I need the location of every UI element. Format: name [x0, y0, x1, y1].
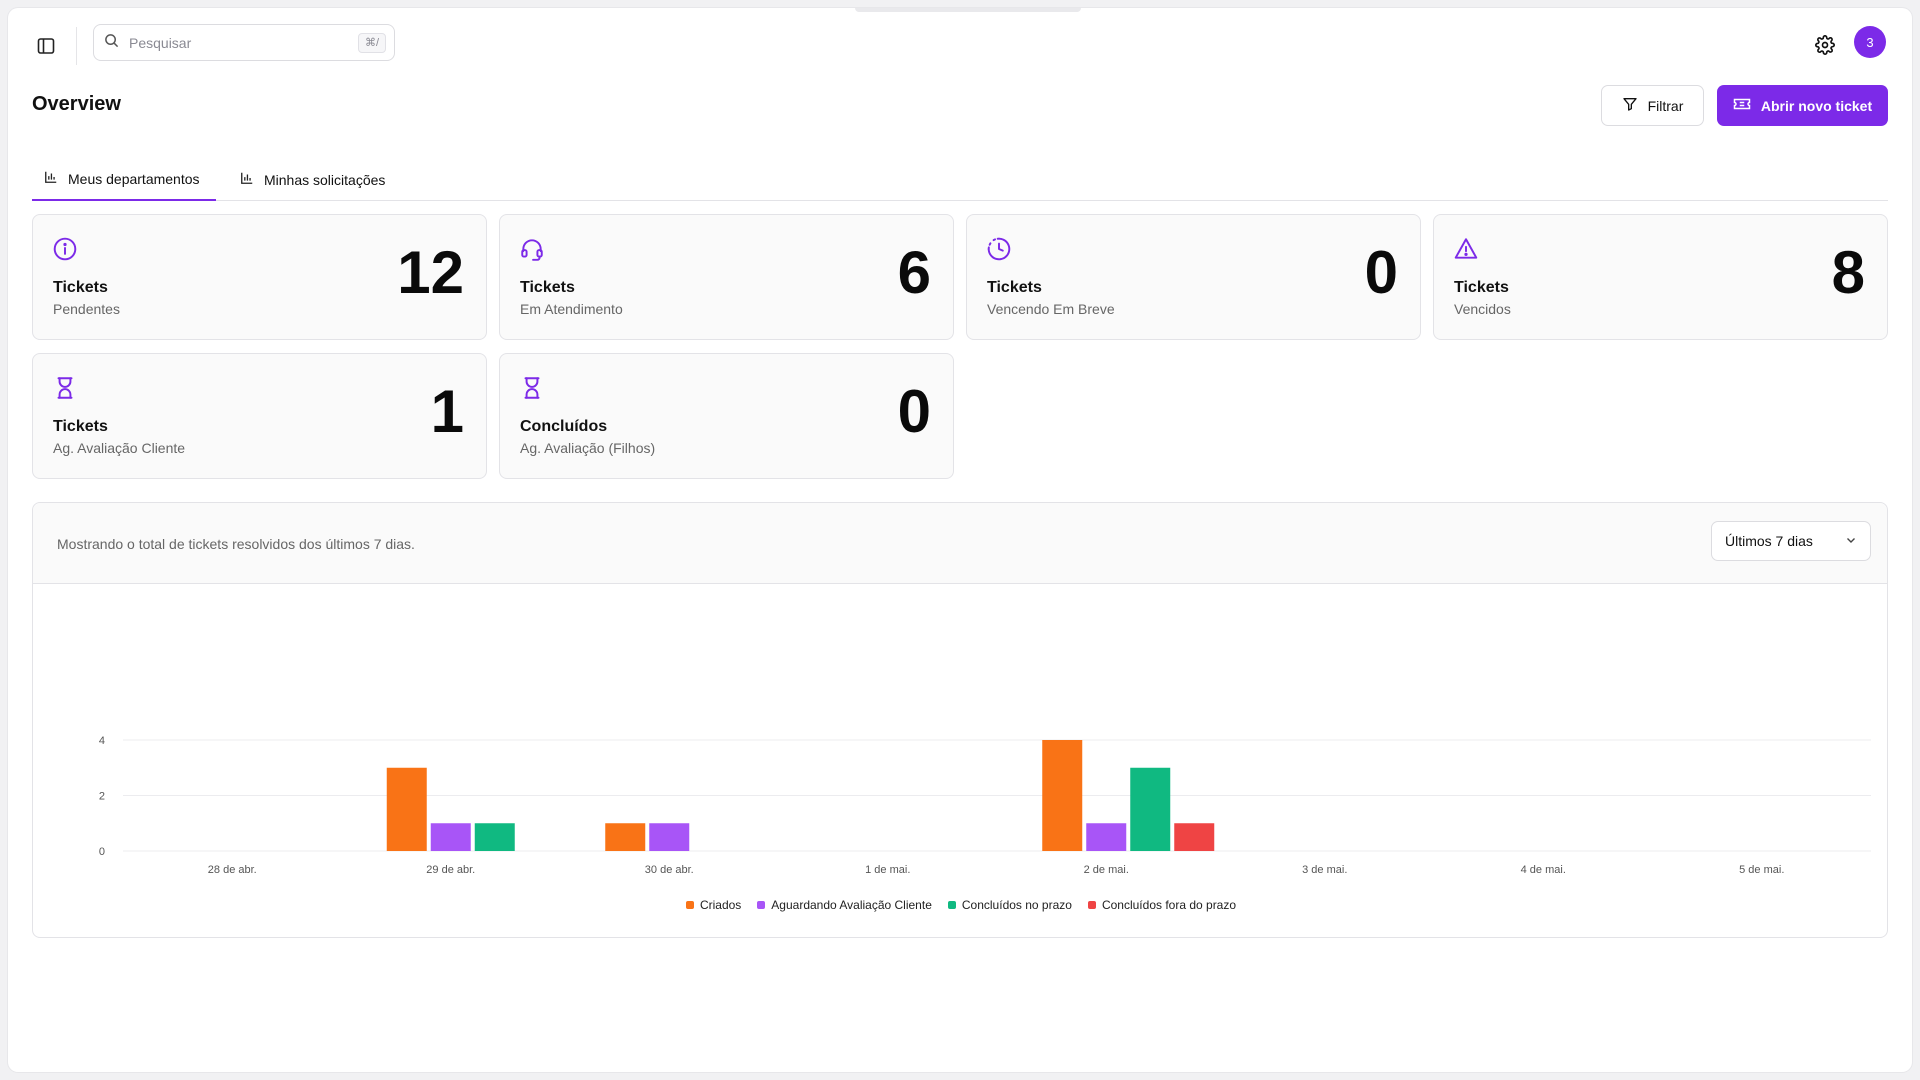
x-tick-label: 4 de mai.	[1521, 864, 1566, 876]
x-tick-label: 1 de mai.	[865, 864, 910, 876]
legend-item: Criados	[685, 898, 742, 912]
bar-aguardando-avalia-o-cliente	[1086, 823, 1127, 851]
search-input[interactable]: Pesquisar ⌘/	[93, 24, 395, 61]
x-tick-label: 28 de abr.	[208, 864, 257, 876]
card-subtitle: Ag. Avaliação (Filhos)	[520, 440, 656, 456]
tab-meus-departamentos[interactable]: Meus departamentos	[32, 158, 216, 201]
stat-card-vencidos[interactable]: Tickets Vencidos 8	[1433, 214, 1888, 340]
bar-conclu-dos-no-prazo	[474, 823, 515, 851]
settings-gear-icon[interactable]	[1810, 30, 1840, 60]
resolved-tickets-panel: Mostrando o total de tickets resolvidos …	[32, 502, 1888, 938]
page-title: Overview	[32, 93, 121, 115]
info-icon	[52, 236, 78, 262]
bar-conclu-dos-fora-do-prazo	[1174, 823, 1215, 851]
search-placeholder: Pesquisar	[129, 34, 192, 51]
card-title: Tickets	[987, 279, 1042, 296]
hourglass-icon	[519, 375, 545, 401]
panel-description: Mostrando o total de tickets resolvidos …	[57, 536, 415, 552]
x-tick-label: 30 de abr.	[645, 864, 694, 876]
legend-swatch	[1087, 901, 1096, 909]
x-tick-label: 3 de mai.	[1302, 864, 1347, 876]
ticket-icon	[1733, 96, 1751, 115]
search-icon	[104, 33, 119, 53]
bar-criados	[605, 823, 646, 851]
hourglass-icon	[52, 375, 78, 401]
range-select[interactable]: Últimos 7 dias	[1711, 521, 1871, 561]
legend-label: Aguardando Avaliação Cliente	[771, 898, 932, 912]
card-title: Tickets	[1454, 279, 1509, 296]
search-shortcut: ⌘/	[357, 32, 386, 53]
app-window: Pesquisar ⌘/ 3 Overview Filtrar Abrir no…	[8, 8, 1912, 1072]
x-tick-label: 2 de mai.	[1084, 864, 1129, 876]
legend-swatch	[685, 901, 694, 909]
legend-item: Concluídos fora do prazo	[1087, 898, 1237, 912]
filter-label: Filtrar	[1647, 97, 1684, 114]
card-title: Tickets	[520, 279, 575, 296]
window-notch	[855, 8, 1081, 12]
card-subtitle: Vencidos	[1454, 301, 1511, 317]
card-value: 1	[430, 378, 464, 445]
panel-header: Mostrando o total de tickets resolvidos …	[33, 503, 1887, 584]
card-value: 12	[397, 239, 464, 306]
bar-aguardando-avalia-o-cliente	[649, 823, 690, 851]
legend-label: Criados	[699, 898, 742, 912]
bar-chart: 0 2 4 28 de abr. 29 de abr. 30 de abr. 1 de ma…	[99, 735, 1871, 876]
legend-item: Concluídos no prazo	[947, 898, 1072, 912]
stat-card-em-atendimento[interactable]: Tickets Em Atendimento 6	[499, 214, 954, 340]
tab-label: Minhas solicitações	[264, 171, 386, 188]
stat-card-ag-avaliacao-cliente[interactable]: Tickets Ag. Avaliação Cliente 1	[32, 353, 487, 479]
filter-button[interactable]: Filtrar	[1601, 85, 1704, 126]
header-divider	[76, 27, 77, 65]
card-value: 6	[897, 239, 931, 306]
bar-criados	[1042, 740, 1083, 851]
warning-icon	[1453, 236, 1479, 262]
y-tick-label: 2	[99, 791, 105, 803]
new-ticket-button[interactable]: Abrir novo ticket	[1717, 85, 1888, 126]
legend-swatch	[947, 901, 956, 909]
clock-icon	[986, 236, 1012, 262]
filter-icon	[1622, 96, 1638, 115]
chevron-down-icon	[1845, 533, 1857, 549]
bar-chart-icon	[240, 171, 254, 188]
card-subtitle: Vencendo Em Breve	[987, 301, 1115, 317]
legend-item: Aguardando Avaliação Cliente	[757, 898, 932, 912]
y-tick-label: 0	[99, 846, 105, 858]
card-title: Concluídos	[520, 418, 608, 435]
department-tabs: Meus departamentos Minhas solicitações	[32, 158, 1888, 201]
card-value: 8	[1831, 239, 1865, 306]
legend-label: Concluídos fora do prazo	[1101, 898, 1237, 912]
card-title: Tickets	[53, 418, 108, 435]
card-title: Tickets	[53, 279, 108, 296]
new-ticket-label: Abrir novo ticket	[1760, 97, 1873, 114]
bar-criados	[386, 767, 427, 851]
chart-legend: Criados Aguardando Avaliação Cliente Concl…	[33, 898, 1889, 912]
y-tick-label: 4	[99, 735, 105, 747]
user-avatar[interactable]: 3	[1854, 26, 1886, 58]
legend-swatch	[757, 901, 766, 909]
tab-minhas-solicitacoes[interactable]: Minhas solicitações	[228, 158, 400, 201]
x-tick-label: 5 de mai.	[1739, 864, 1784, 876]
headset-icon	[519, 236, 545, 262]
card-value: 0	[1364, 239, 1398, 306]
range-select-value: Últimos 7 dias	[1725, 533, 1813, 549]
tab-label: Meus departamentos	[68, 170, 200, 187]
bar-conclu-dos-no-prazo	[1130, 767, 1171, 851]
card-subtitle: Pendentes	[53, 301, 120, 317]
bar-chart-icon	[44, 170, 58, 187]
x-tick-label: 29 de abr.	[426, 864, 475, 876]
card-subtitle: Em Atendimento	[520, 301, 623, 317]
stat-card-vencendo-em-breve[interactable]: Tickets Vencendo Em Breve 0	[966, 214, 1421, 340]
bar-aguardando-avalia-o-cliente	[430, 823, 471, 851]
legend-label: Concluídos no prazo	[961, 898, 1072, 912]
stat-card-concluidos-filhos[interactable]: Concluídos Ag. Avaliação (Filhos) 0	[499, 353, 954, 479]
sidebar-toggle-icon[interactable]	[32, 32, 60, 60]
card-subtitle: Ag. Avaliação Cliente	[53, 440, 186, 456]
stat-card-pendentes[interactable]: Tickets Pendentes 12	[32, 214, 487, 340]
card-value: 0	[897, 378, 931, 445]
